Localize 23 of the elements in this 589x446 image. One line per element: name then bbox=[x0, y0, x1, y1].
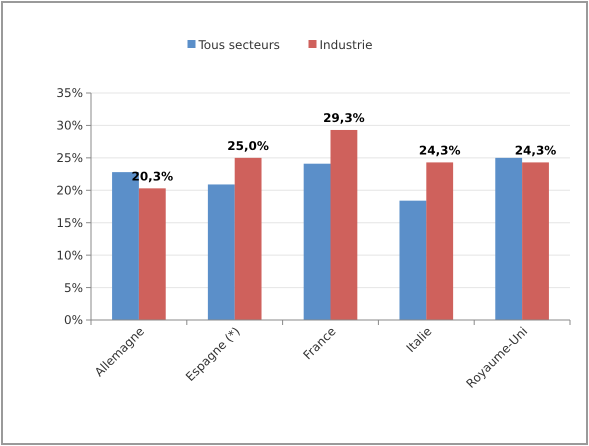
bar bbox=[330, 130, 358, 320]
y-tick-label: 35% bbox=[56, 86, 83, 100]
bar bbox=[304, 164, 330, 320]
data-label: 24,3% bbox=[514, 143, 556, 158]
y-tick-label: 10% bbox=[56, 248, 83, 262]
bar bbox=[208, 184, 235, 320]
y-tick-label: 15% bbox=[56, 216, 83, 230]
bar bbox=[138, 188, 166, 320]
bar bbox=[495, 158, 522, 320]
y-tick-label: 0% bbox=[64, 313, 83, 328]
bar bbox=[234, 158, 262, 320]
data-label: 25,0% bbox=[227, 138, 269, 153]
y-tick-label: 25% bbox=[56, 151, 83, 166]
y-tick-label: 30% bbox=[56, 118, 83, 133]
legend-label: Tous secteurs bbox=[198, 38, 280, 52]
bar bbox=[522, 162, 549, 320]
data-label: 24,3% bbox=[418, 143, 461, 158]
data-label: 29,3% bbox=[323, 110, 365, 125]
y-tick-label: 20% bbox=[56, 183, 83, 198]
bar bbox=[399, 200, 426, 320]
bar bbox=[426, 162, 454, 320]
legend-label: Industrie bbox=[320, 38, 372, 52]
y-tick-label: 5% bbox=[64, 280, 83, 295]
